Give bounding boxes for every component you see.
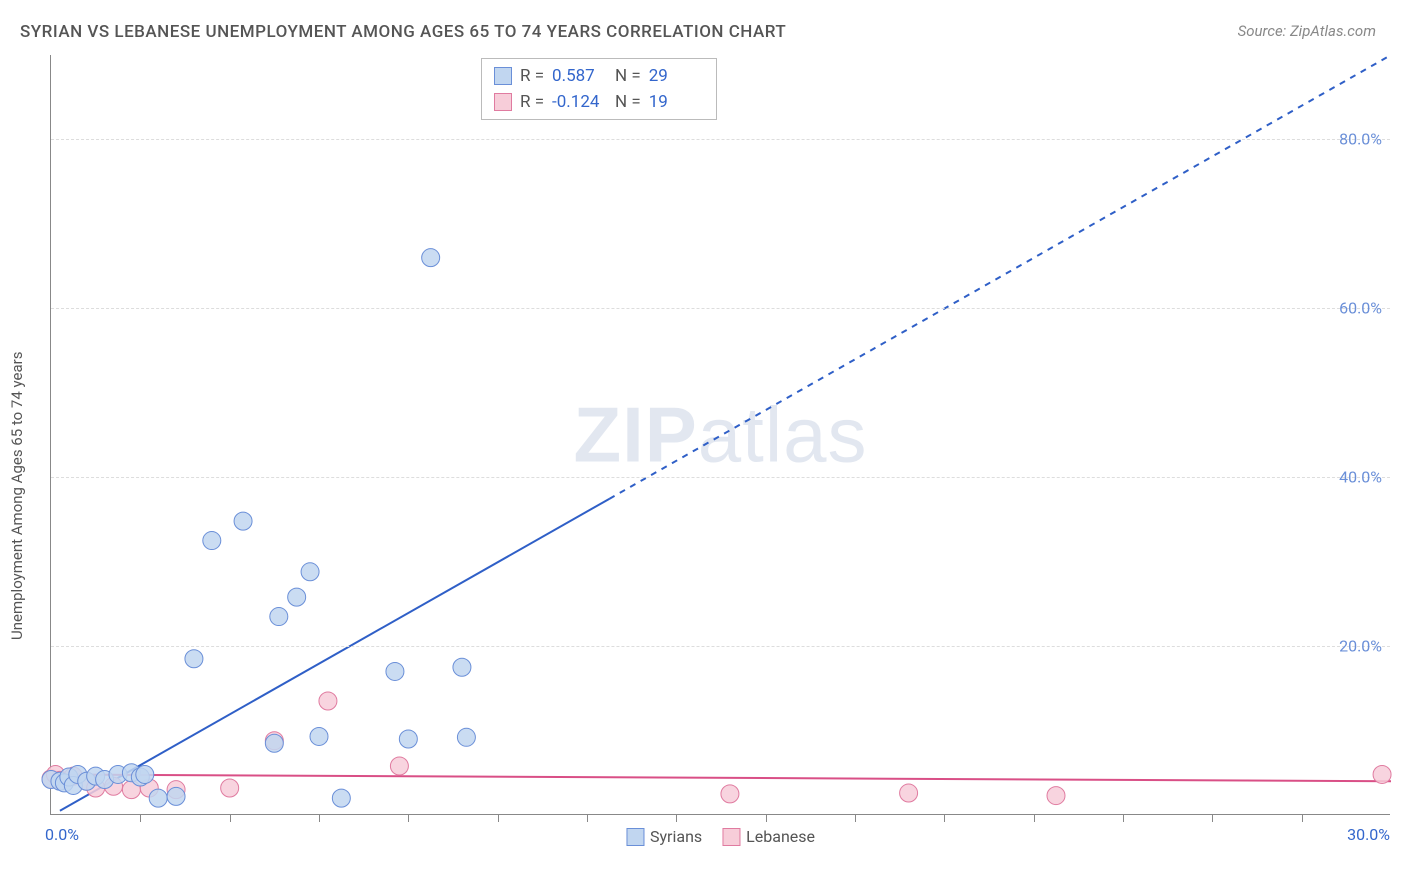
swatch-syrians — [494, 67, 512, 85]
y-tick-label: 40.0% — [1339, 468, 1382, 487]
legend-swatch-syrians — [626, 828, 644, 846]
x-tick — [855, 814, 856, 822]
x-tick — [319, 814, 320, 822]
x-tick — [1123, 814, 1124, 822]
bottom-legend: Syrians Lebanese — [626, 827, 815, 846]
swatch-lebanese — [494, 93, 512, 111]
gridline — [51, 646, 1390, 647]
x-tick-label: 0.0% — [45, 825, 79, 844]
x-tick — [1034, 814, 1035, 822]
y-tick-label: 80.0% — [1339, 130, 1382, 149]
x-tick — [944, 814, 945, 822]
plot-area: ZIPatlas R = 0.587 N = 29 R = -0.124 N =… — [50, 55, 1390, 815]
x-tick — [1212, 814, 1213, 822]
x-tick — [676, 814, 677, 822]
x-tick — [408, 814, 409, 822]
gridline — [51, 308, 1390, 309]
chart-title: SYRIAN VS LEBANESE UNEMPLOYMENT AMONG AG… — [20, 22, 786, 42]
x-tick — [230, 814, 231, 822]
x-tick-label: 30.0% — [1347, 825, 1390, 844]
chart-container: SYRIAN VS LEBANESE UNEMPLOYMENT AMONG AG… — [0, 0, 1406, 892]
gridline — [51, 139, 1390, 140]
y-axis-label: Unemployment Among Ages 65 to 74 years — [8, 352, 26, 640]
x-tick — [140, 814, 141, 822]
stats-row-lebanese: R = -0.124 N = 19 — [494, 89, 704, 115]
scatter-svg — [51, 55, 1390, 814]
y-tick-label: 60.0% — [1339, 299, 1382, 318]
legend-swatch-lebanese — [722, 828, 740, 846]
x-tick — [498, 814, 499, 822]
y-tick-label: 20.0% — [1339, 637, 1382, 656]
x-tick — [1302, 814, 1303, 822]
stats-row-syrians: R = 0.587 N = 29 — [494, 63, 704, 89]
source-label: Source: ZipAtlas.com — [1238, 22, 1376, 40]
x-tick — [766, 814, 767, 822]
stats-legend: R = 0.587 N = 29 R = -0.124 N = 19 — [481, 58, 717, 120]
gridline — [51, 477, 1390, 478]
legend-item-syrians: Syrians — [626, 827, 702, 846]
legend-item-lebanese: Lebanese — [722, 827, 815, 846]
x-tick — [587, 814, 588, 822]
